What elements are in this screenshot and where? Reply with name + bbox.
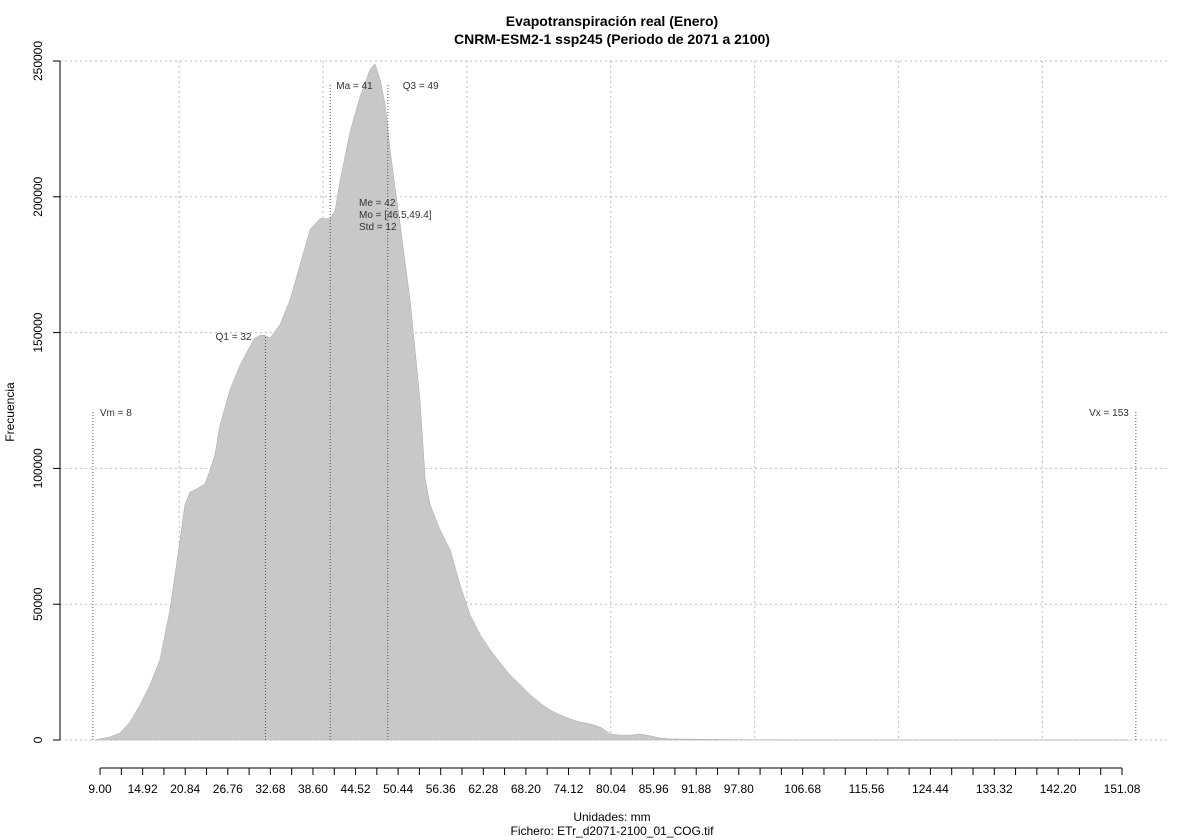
x-tick-label: 38.60 [298,782,328,796]
x-tick-label: 68.20 [511,782,541,796]
y-tick-label: 200000 [31,176,45,216]
x-tick-label: 133.32 [976,782,1013,796]
y-tick-label: 100000 [31,448,45,488]
y-tick-label: 0 [31,736,45,743]
y-tick-label: 250000 [31,41,45,81]
x-tick-label: 97.80 [724,782,754,796]
x-tick-label: 115.56 [849,782,885,796]
x-tick-label: 80.04 [596,782,626,796]
x-tick-label: 9.00 [88,782,112,796]
x-tick-label: 85.96 [639,782,669,796]
chart-subtitle: CNRM-ESM2-1 ssp245 (Periodo de 2071 a 21… [454,31,770,47]
y-tick-label: 150000 [31,312,45,352]
caption: Fichero: ETr_d2071-2100_01_COG.tif [511,824,715,838]
stat-note: Mo = [46.5,49.4] [359,210,432,221]
x-tick-label: 74.12 [553,782,583,796]
density-area [94,63,1129,741]
marker-label: Q3 = 49 [403,81,439,92]
x-tick-label: 14.92 [128,782,158,796]
stat-note: Me = 42 [359,198,396,209]
x-tick-label: 62.28 [468,782,498,796]
x-axis-label: Unidades: mm [573,810,650,824]
x-tick-label: 142.20 [1040,782,1077,796]
x-tick-label: 151.08 [1104,782,1141,796]
y-axis-label: Frecuencia [3,382,17,442]
x-tick-label: 50.44 [383,782,413,796]
x-tick-label: 44.52 [341,782,371,796]
x-tick-label: 124.44 [912,782,949,796]
x-tick-label: 91.88 [681,782,711,796]
x-tick-label: 20.84 [170,782,200,796]
stat-note: Std = 12 [359,222,397,233]
marker-label: Vx = 153 [1089,408,1129,419]
x-tick-label: 56.36 [426,782,456,796]
y-tick-label: 50000 [31,587,45,621]
x-tick-label: 26.76 [213,782,243,796]
x-tick-label: 32.68 [255,782,285,796]
marker-label: Vm = 8 [100,408,132,419]
chart-title: Evapotranspiración real (Enero) [506,13,718,29]
x-tick-label: 106.68 [784,782,821,796]
marker-label: Q1 = 32 [216,332,252,343]
marker-label: Ma = 41 [336,81,373,92]
